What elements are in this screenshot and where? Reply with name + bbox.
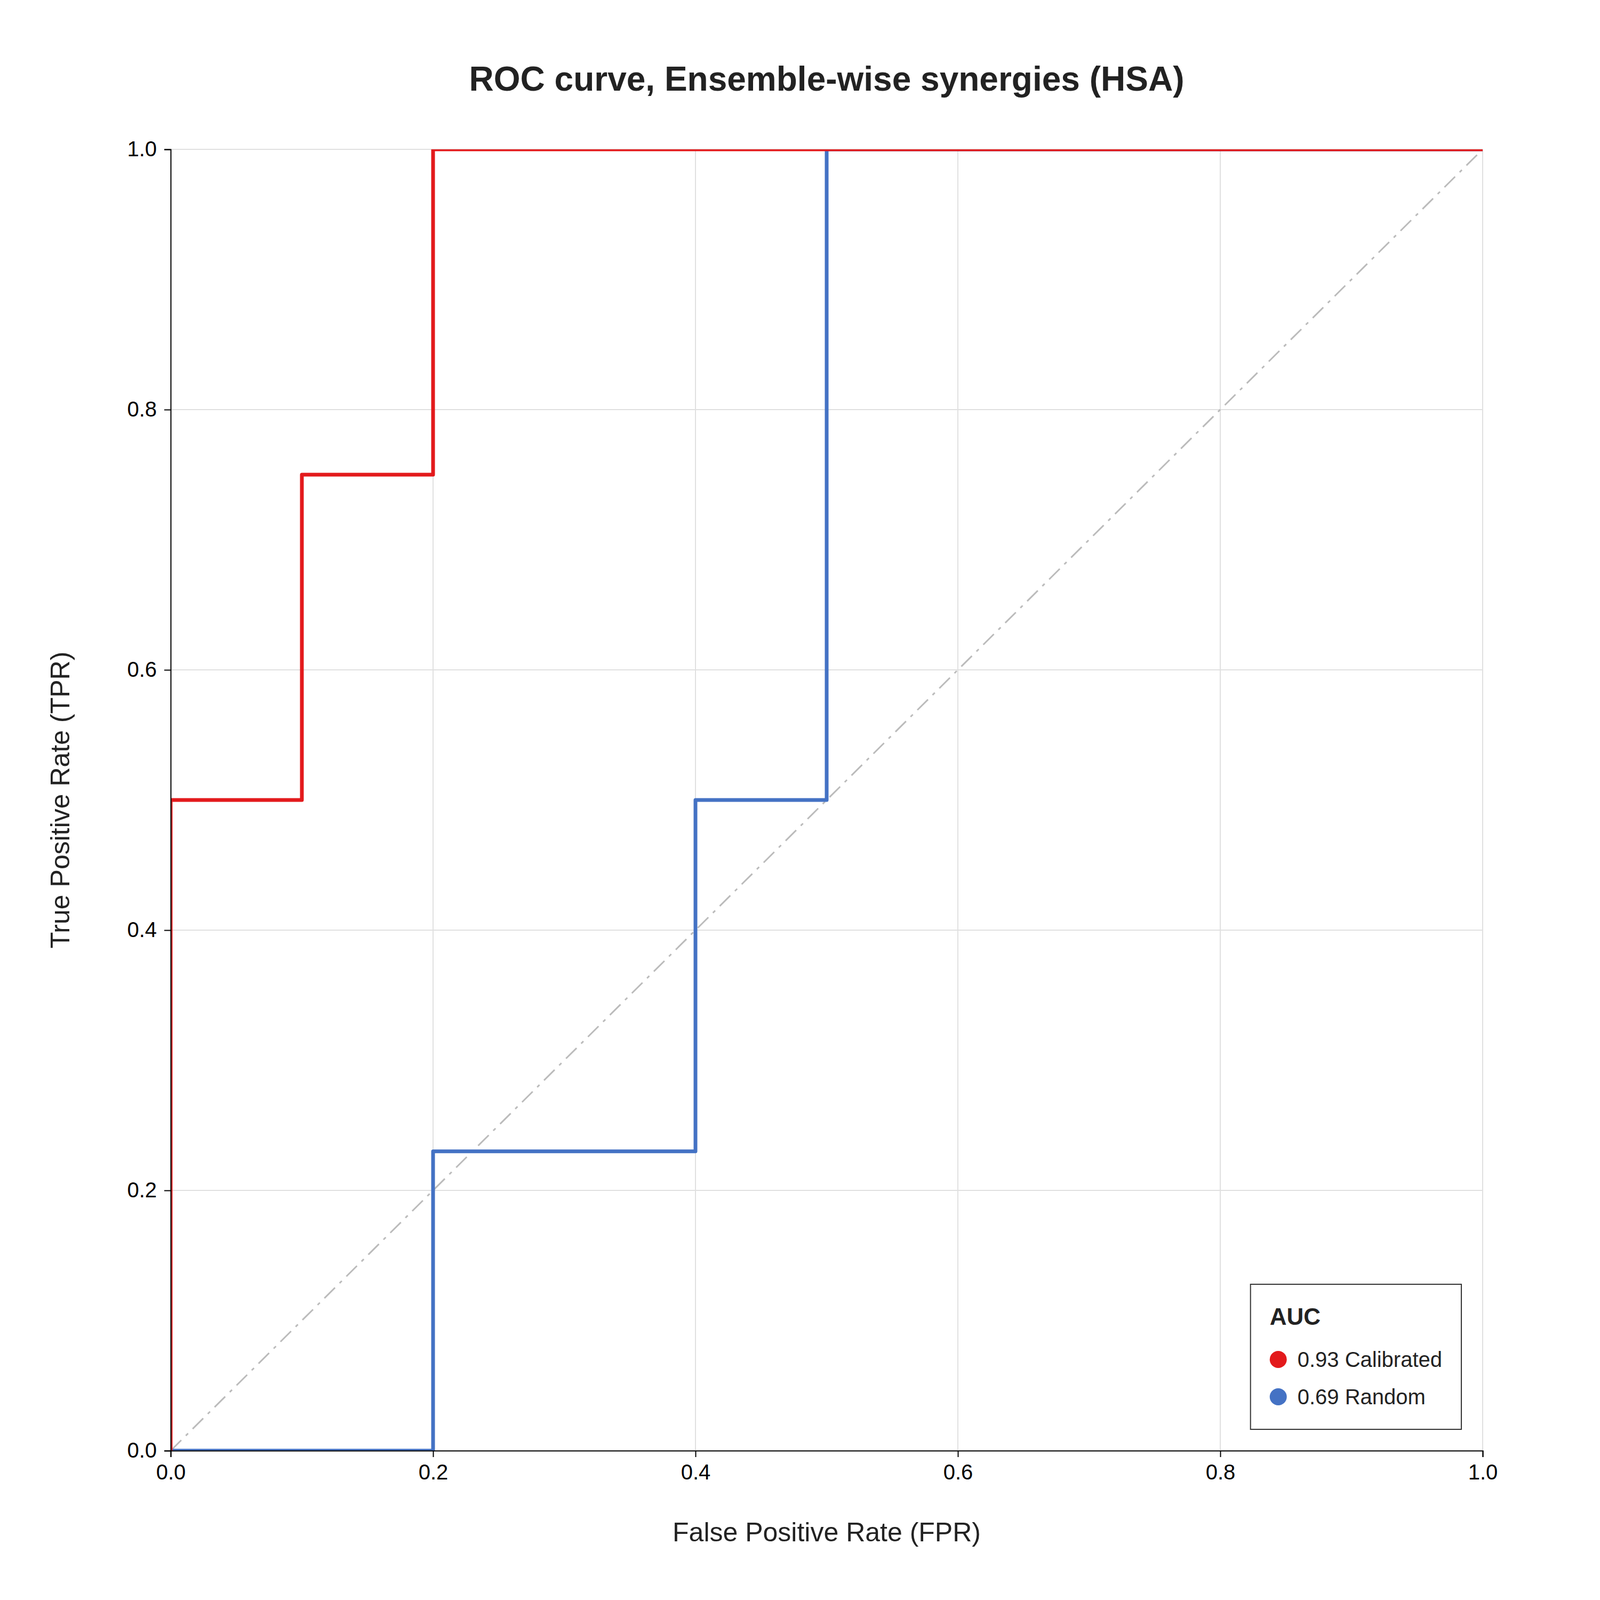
legend-title: AUC bbox=[1269, 1303, 1321, 1330]
legend: AUC 0.93 Calibrated 0.69 Random bbox=[1250, 1284, 1462, 1430]
x-axis-tick: 0.8 bbox=[1205, 1450, 1236, 1484]
y-axis-tick-label: 1.0 bbox=[126, 137, 157, 161]
chart: 0.0 0.2 0.4 0.6 0.8 1.0 0.0 0.2 0.4 0.6 0.8 1.0 AUC 0… bbox=[0, 0, 1600, 1600]
series-line bbox=[170, 149, 1483, 1451]
x-axis-line bbox=[171, 1451, 1484, 1458]
x-axis-tick: 0.6 bbox=[943, 1450, 974, 1484]
y-axis-tick-mark bbox=[164, 930, 171, 932]
y-axis-tick: 0.6 bbox=[126, 657, 171, 682]
legend-swatch bbox=[1269, 1388, 1287, 1406]
x-axis-tick-mark bbox=[957, 1450, 959, 1458]
grid-line-x bbox=[957, 149, 959, 1451]
legend-swatch bbox=[1269, 1350, 1287, 1368]
grid bbox=[170, 149, 1483, 1451]
grid-line-y bbox=[170, 1189, 1483, 1191]
x-axis-tick: 0.2 bbox=[418, 1450, 449, 1484]
chart-title: ROC curve, Ensemble-wise synergies (HSA) bbox=[469, 59, 1185, 99]
x-axis-tick-label: 0.0 bbox=[156, 1460, 187, 1484]
grid-line-x bbox=[1219, 149, 1221, 1451]
x-axis-tick-mark bbox=[1482, 1450, 1484, 1458]
x-axis-tick-label: 0.6 bbox=[943, 1460, 974, 1484]
reference-line bbox=[170, 149, 1483, 1451]
y-axis-tick-mark bbox=[164, 409, 171, 411]
y-axis: 0.0 0.2 0.4 0.6 0.8 1.0 bbox=[126, 137, 171, 1462]
y-axis-line bbox=[164, 149, 172, 1452]
plot: 0.0 0.2 0.4 0.6 0.8 1.0 0.0 0.2 0.4 0.6 0.8 1.0 AUC 0… bbox=[126, 137, 1498, 1484]
x-axis-tick-label: 0.4 bbox=[681, 1460, 711, 1484]
legend-label: 0.69 Random bbox=[1297, 1385, 1426, 1409]
x-axis-tick: 0.0 bbox=[156, 1450, 187, 1484]
y-axis-title: True Positive Rate (TPR) bbox=[45, 651, 76, 949]
x-axis-tick-label: 0.2 bbox=[418, 1460, 449, 1484]
x-axis-tick-mark bbox=[433, 1450, 435, 1458]
y-axis-tick: 0.2 bbox=[126, 1178, 171, 1202]
y-axis-tick: 1.0 bbox=[126, 137, 171, 161]
x-axis-title: False Positive Rate (FPR) bbox=[672, 1517, 981, 1548]
grid-line-x bbox=[1482, 149, 1484, 1451]
y-axis-tick-mark bbox=[164, 149, 171, 151]
y-axis-tick-label: 0.8 bbox=[126, 397, 157, 421]
legend-frame bbox=[1250, 1284, 1462, 1430]
grid-line-y bbox=[170, 929, 1483, 931]
x-axis-tick-mark bbox=[170, 1450, 172, 1458]
y-axis-tick-label: 0.4 bbox=[126, 917, 157, 942]
x-axis-tick: 0.4 bbox=[681, 1450, 711, 1484]
x-axis: 0.0 0.2 0.4 0.6 0.8 1.0 bbox=[156, 1450, 1499, 1484]
y-axis-tick-mark bbox=[164, 1450, 171, 1452]
series-line bbox=[170, 149, 1483, 1451]
y-axis-tick: 0.4 bbox=[126, 917, 171, 942]
x-axis-tick-label: 0.8 bbox=[1205, 1460, 1236, 1484]
x-axis-tick-mark bbox=[1220, 1450, 1222, 1458]
legend-label: 0.93 Calibrated bbox=[1297, 1347, 1443, 1372]
x-axis-tick-mark bbox=[695, 1450, 697, 1458]
y-axis-tick-mark bbox=[164, 1190, 171, 1192]
y-axis-tick: 0.0 bbox=[126, 1438, 171, 1462]
x-axis-tick: 1.0 bbox=[1468, 1450, 1499, 1484]
y-axis-tick-label: 0.2 bbox=[126, 1178, 157, 1202]
y-axis-tick-label: 0.6 bbox=[126, 657, 157, 682]
lines bbox=[170, 149, 1483, 1451]
y-axis-tick: 0.8 bbox=[126, 397, 171, 421]
y-axis-tick-label: 0.0 bbox=[126, 1438, 157, 1462]
x-axis-tick-label: 1.0 bbox=[1468, 1460, 1499, 1484]
y-axis-tick-mark bbox=[164, 669, 171, 671]
